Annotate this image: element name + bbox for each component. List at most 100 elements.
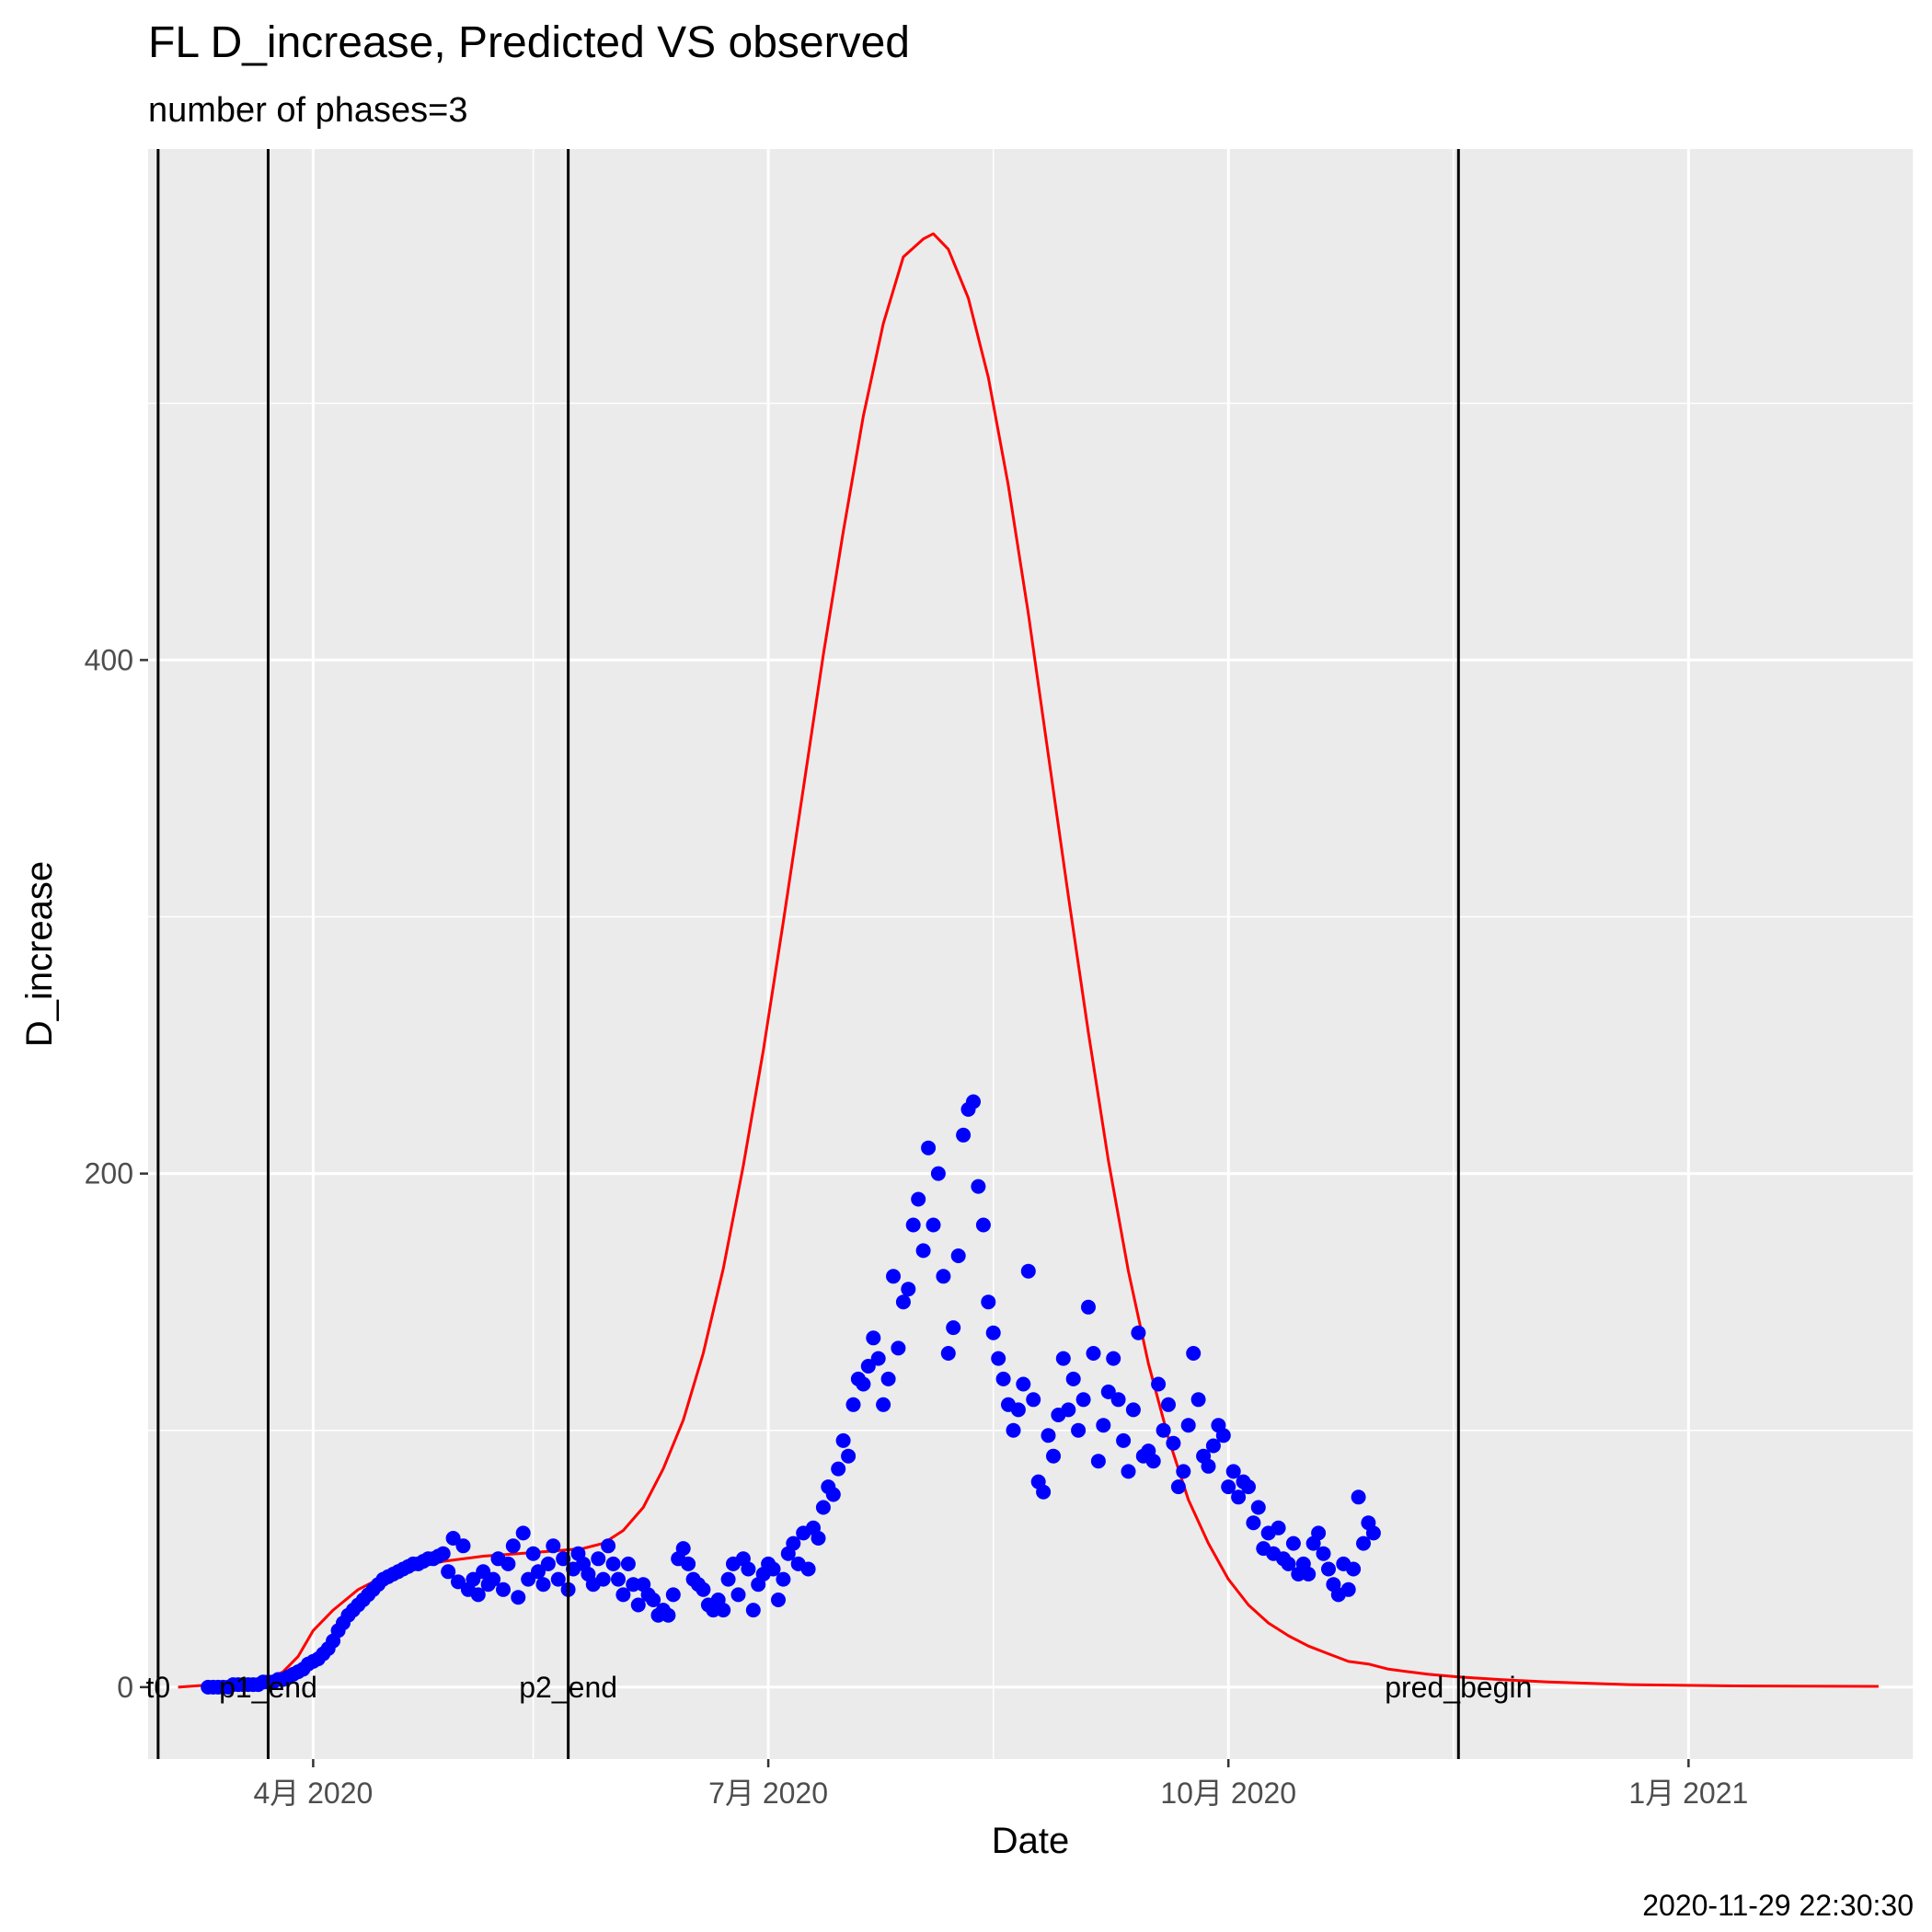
x-tick-label: 1月 2021 [1628, 1777, 1748, 1810]
observed-point [720, 1571, 736, 1587]
observed-point [845, 1397, 861, 1412]
observed-point [716, 1603, 731, 1618]
y-axis-ticks: 0 200 400 [85, 643, 148, 1704]
observed-point [515, 1525, 531, 1541]
observed-point [1231, 1489, 1247, 1505]
timestamp-caption: 2020-11-29 22:30:30 [1642, 1889, 1914, 1922]
observed-point [1036, 1484, 1052, 1500]
observed-point [470, 1587, 486, 1603]
observed-point [1311, 1525, 1327, 1541]
observed-point [445, 1531, 461, 1546]
observed-point [1346, 1561, 1362, 1577]
observed-point [591, 1551, 606, 1567]
observed-point [1205, 1438, 1221, 1454]
observed-point [1041, 1428, 1056, 1443]
observed-point [771, 1593, 786, 1607]
observed-point [895, 1294, 911, 1310]
observed-point [1121, 1464, 1136, 1479]
observed-point [940, 1346, 956, 1361]
observed-point [1075, 1392, 1091, 1408]
x-axis-title: Date [992, 1821, 1070, 1861]
observed-point [1271, 1520, 1286, 1535]
observed-point [995, 1371, 1011, 1386]
observed-point [886, 1269, 901, 1284]
phase-label: t0 [146, 1671, 171, 1704]
observed-point [435, 1546, 451, 1561]
y-tick-label: 400 [85, 643, 133, 676]
observed-point [1170, 1479, 1186, 1495]
observed-point [1215, 1428, 1231, 1443]
observed-point [1131, 1325, 1146, 1340]
observed-point [1116, 1432, 1132, 1448]
observed-point [611, 1571, 626, 1587]
observed-point [800, 1561, 816, 1577]
observed-point [870, 1351, 886, 1366]
observed-point [531, 1564, 546, 1580]
observed-point [1351, 1489, 1366, 1505]
observed-point [1221, 1479, 1236, 1495]
observed-point [1225, 1464, 1241, 1479]
observed-point [441, 1564, 456, 1580]
observed-point [615, 1587, 631, 1603]
observed-point [1250, 1500, 1266, 1515]
observed-point [1201, 1458, 1216, 1474]
observed-point [601, 1538, 616, 1554]
phase-lines: t0 p1_end p2_end pred_begin [146, 149, 1532, 1759]
observed-point [451, 1574, 466, 1590]
observed-points-layer [201, 1094, 1381, 1695]
observed-point [841, 1448, 857, 1464]
observed-point [500, 1556, 516, 1571]
observed-point [856, 1376, 871, 1392]
chart-title: FL D_increase, Predicted VS observed [148, 18, 910, 67]
observed-point [936, 1269, 951, 1284]
observed-point [1096, 1418, 1111, 1433]
observed-point [496, 1581, 511, 1597]
observed-point [1010, 1402, 1026, 1418]
observed-point [675, 1541, 691, 1557]
observed-point [991, 1351, 1006, 1366]
observed-point [1316, 1546, 1331, 1561]
observed-point [1246, 1515, 1261, 1531]
y-tick-label: 0 [117, 1671, 133, 1704]
observed-point [776, 1571, 791, 1587]
observed-point [1055, 1351, 1071, 1366]
observed-point [1106, 1351, 1121, 1366]
observed-point [1166, 1435, 1181, 1451]
observed-point [825, 1487, 841, 1502]
observed-point [866, 1330, 881, 1346]
observed-point [811, 1531, 826, 1546]
observed-point [1241, 1479, 1256, 1495]
observed-point [1176, 1464, 1191, 1479]
observed-point [620, 1556, 636, 1571]
x-tick-label: 10月 2020 [1160, 1777, 1296, 1810]
observed-point [1065, 1371, 1081, 1386]
minor-gridlines [82, 149, 1915, 1759]
observed-point [815, 1500, 831, 1515]
phase-label: pred_begin [1385, 1671, 1532, 1704]
observed-point [1156, 1422, 1171, 1438]
observed-point [1161, 1397, 1176, 1412]
observed-point [1061, 1402, 1076, 1418]
observed-point [455, 1538, 471, 1554]
observed-point [1081, 1299, 1096, 1315]
observed-point [786, 1535, 801, 1551]
observed-point [1086, 1346, 1101, 1361]
observed-point [891, 1340, 906, 1356]
observed-point [1186, 1346, 1202, 1361]
observed-point [1006, 1422, 1021, 1438]
observed-point [975, 1217, 991, 1233]
observed-point [1100, 1384, 1116, 1399]
observed-point [1180, 1418, 1196, 1433]
observed-point [646, 1593, 661, 1607]
observed-point [1090, 1454, 1106, 1469]
observed-point [1356, 1535, 1371, 1551]
observed-point [681, 1556, 696, 1571]
observed-point [1026, 1392, 1041, 1408]
observed-point [1016, 1376, 1031, 1392]
observed-point [1110, 1392, 1126, 1408]
observed-point [1151, 1376, 1167, 1392]
observed-point [476, 1564, 491, 1580]
observed-point [1340, 1581, 1356, 1597]
observed-point [540, 1556, 556, 1571]
